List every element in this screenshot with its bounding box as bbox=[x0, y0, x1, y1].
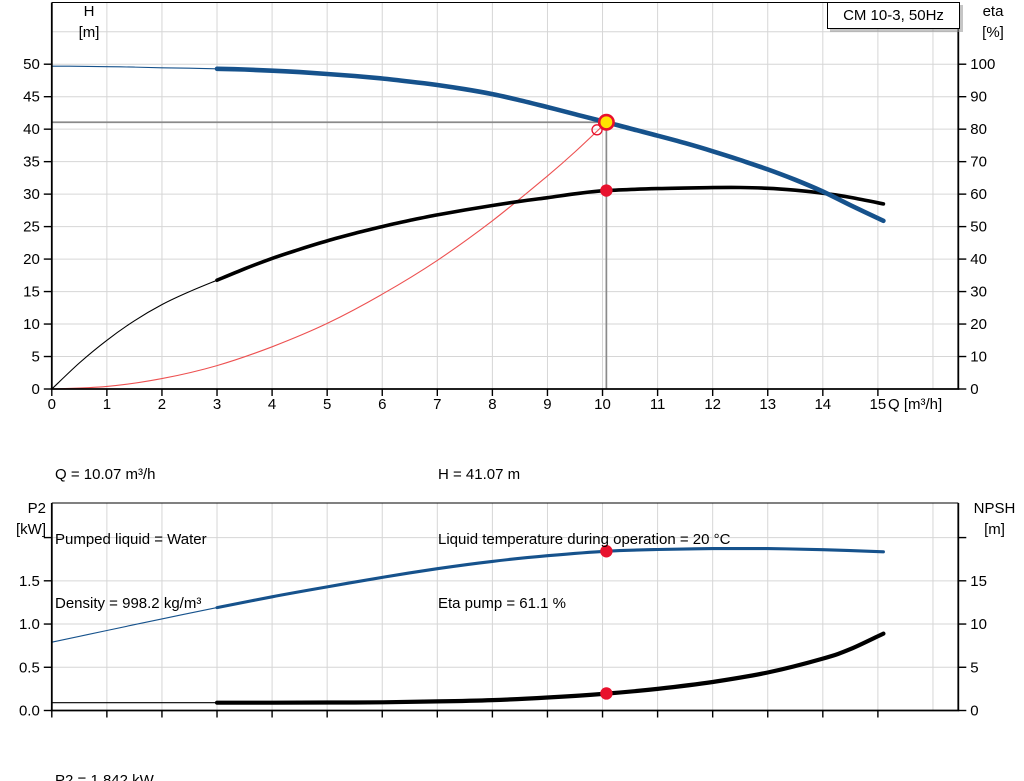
axis-title-npsh-unit: [m] bbox=[984, 521, 1005, 538]
svg-text:15: 15 bbox=[870, 396, 887, 413]
annotation-density: Density = 998.2 kg/m³ bbox=[55, 595, 202, 612]
svg-text:30: 30 bbox=[970, 284, 987, 301]
x-axis-title: Q [m³/h] bbox=[888, 396, 943, 413]
svg-text:0.0: 0.0 bbox=[19, 703, 40, 720]
axis-title-eta: eta bbox=[982, 3, 1004, 20]
duty-point-marker bbox=[597, 113, 615, 131]
svg-text:50: 50 bbox=[23, 56, 40, 73]
curve-point-marker bbox=[600, 184, 613, 197]
svg-text:10: 10 bbox=[970, 616, 987, 633]
svg-text:5: 5 bbox=[970, 659, 978, 676]
axis-title-eta-unit: [%] bbox=[982, 24, 1004, 41]
npsh-curve bbox=[51, 631, 886, 705]
annotation-head: H = 41.07 m bbox=[438, 466, 521, 483]
svg-text:0: 0 bbox=[970, 703, 978, 720]
svg-text:5: 5 bbox=[323, 396, 331, 413]
svg-text:2: 2 bbox=[158, 396, 166, 413]
svg-text:80: 80 bbox=[970, 121, 987, 138]
svg-text:70: 70 bbox=[970, 154, 987, 171]
pump-model-label: CM 10-3, 50Hz bbox=[843, 7, 944, 24]
svg-text:0: 0 bbox=[970, 381, 978, 398]
svg-text:25: 25 bbox=[23, 219, 40, 236]
svg-text:12: 12 bbox=[704, 396, 721, 413]
curve-point-marker bbox=[600, 545, 613, 558]
gridlines bbox=[51, 2, 959, 389]
head-curve bbox=[51, 65, 886, 224]
svg-text:100: 100 bbox=[970, 56, 995, 73]
duty-point-markers bbox=[600, 545, 613, 700]
svg-text:1: 1 bbox=[103, 396, 111, 413]
svg-text:10: 10 bbox=[594, 396, 611, 413]
chart-1: 0.0 0.5 1.0 1.5 0 5 10 15 bbox=[19, 502, 987, 720]
svg-text:40: 40 bbox=[23, 121, 40, 138]
axis-title-h: H bbox=[83, 3, 95, 20]
axis-title-p2: P2 bbox=[27, 500, 46, 517]
svg-text:6: 6 bbox=[378, 396, 386, 413]
svg-text:11: 11 bbox=[650, 396, 666, 413]
svg-text:0: 0 bbox=[48, 396, 56, 413]
svg-text:4: 4 bbox=[268, 396, 276, 413]
svg-text:14: 14 bbox=[814, 396, 831, 413]
left-axis-title-top: H [m] bbox=[67, 1, 111, 43]
tick-labels: 0 1 2 3 4 5 6 7 8 9 10 11 12 13 14 15051015202530354045… bbox=[23, 56, 995, 413]
svg-text:45: 45 bbox=[23, 89, 40, 106]
gridlines bbox=[51, 503, 959, 711]
svg-text:1.0: 1.0 bbox=[19, 616, 40, 633]
svg-text:20: 20 bbox=[23, 251, 40, 268]
svg-text:15: 15 bbox=[23, 284, 40, 301]
svg-text:7: 7 bbox=[433, 396, 441, 413]
annotation-eta-pump: Eta pump = 61.1 % bbox=[438, 595, 566, 612]
left-axis-title-bottom: P2 [kW] bbox=[2, 498, 46, 540]
annotation-p2: P2 = 1.842 kW bbox=[55, 772, 154, 781]
pump-model-badge: CM 10-3, 50Hz bbox=[827, 2, 960, 29]
svg-text:15: 15 bbox=[970, 573, 987, 590]
annotations-left-column: Q = 10.07 m³/h Pumped liquid = Water Den… bbox=[55, 421, 207, 658]
efficiency-curve bbox=[51, 185, 886, 390]
svg-text:40: 40 bbox=[970, 251, 987, 268]
svg-text:50: 50 bbox=[970, 219, 987, 236]
duty-point-guides bbox=[51, 121, 608, 389]
p2-curve bbox=[51, 546, 885, 643]
svg-text:35: 35 bbox=[23, 154, 40, 171]
right-axis-title-top: eta [%] bbox=[970, 1, 1016, 43]
svg-text:0: 0 bbox=[31, 381, 39, 398]
svg-text:5: 5 bbox=[31, 349, 39, 366]
annotation-pumped-liquid: Pumped liquid = Water bbox=[55, 530, 207, 548]
right-axis-title-bottom: NPSH [m] bbox=[965, 498, 1024, 540]
system-curve bbox=[51, 121, 607, 390]
svg-text:8: 8 bbox=[488, 396, 496, 413]
system-curve-end-marker bbox=[591, 124, 603, 136]
svg-text:3: 3 bbox=[213, 396, 221, 413]
svg-text:0.5: 0.5 bbox=[19, 659, 40, 676]
curve-point-marker bbox=[600, 687, 613, 700]
chart-0: 0 1 2 3 4 5 6 7 8 9 10 11 12 13 14 15051015202530354045… bbox=[23, 2, 995, 413]
annotations-right-column: H = 41.07 m Liquid temperature during op… bbox=[438, 421, 730, 658]
tick-labels: 0.0 0.5 1.0 1.5 0 5 10 15 bbox=[19, 536, 987, 720]
svg-text:90: 90 bbox=[970, 89, 987, 106]
annotation-flow: Q = 10.07 m³/h bbox=[55, 466, 156, 483]
svg-text:20: 20 bbox=[970, 316, 987, 333]
svg-text:9: 9 bbox=[543, 396, 551, 413]
axis-title-p2-unit: [kW] bbox=[16, 521, 46, 538]
svg-text:1.5: 1.5 bbox=[19, 573, 40, 590]
axis-title-npsh: NPSH bbox=[973, 500, 1016, 517]
svg-text:60: 60 bbox=[970, 186, 987, 203]
svg-text:10: 10 bbox=[23, 316, 40, 333]
svg-text:10: 10 bbox=[970, 349, 987, 366]
svg-text:13: 13 bbox=[759, 396, 776, 413]
duty-point-markers bbox=[591, 113, 615, 197]
annotation-liquid-temperature: Liquid temperature during operation = 20… bbox=[438, 530, 731, 548]
axis-title-h-unit: [m] bbox=[78, 24, 100, 41]
svg-text:30: 30 bbox=[23, 186, 40, 203]
annotations-bottom-column: P2 = 1.842 kW NPSH = 1.97 m bbox=[55, 727, 160, 781]
